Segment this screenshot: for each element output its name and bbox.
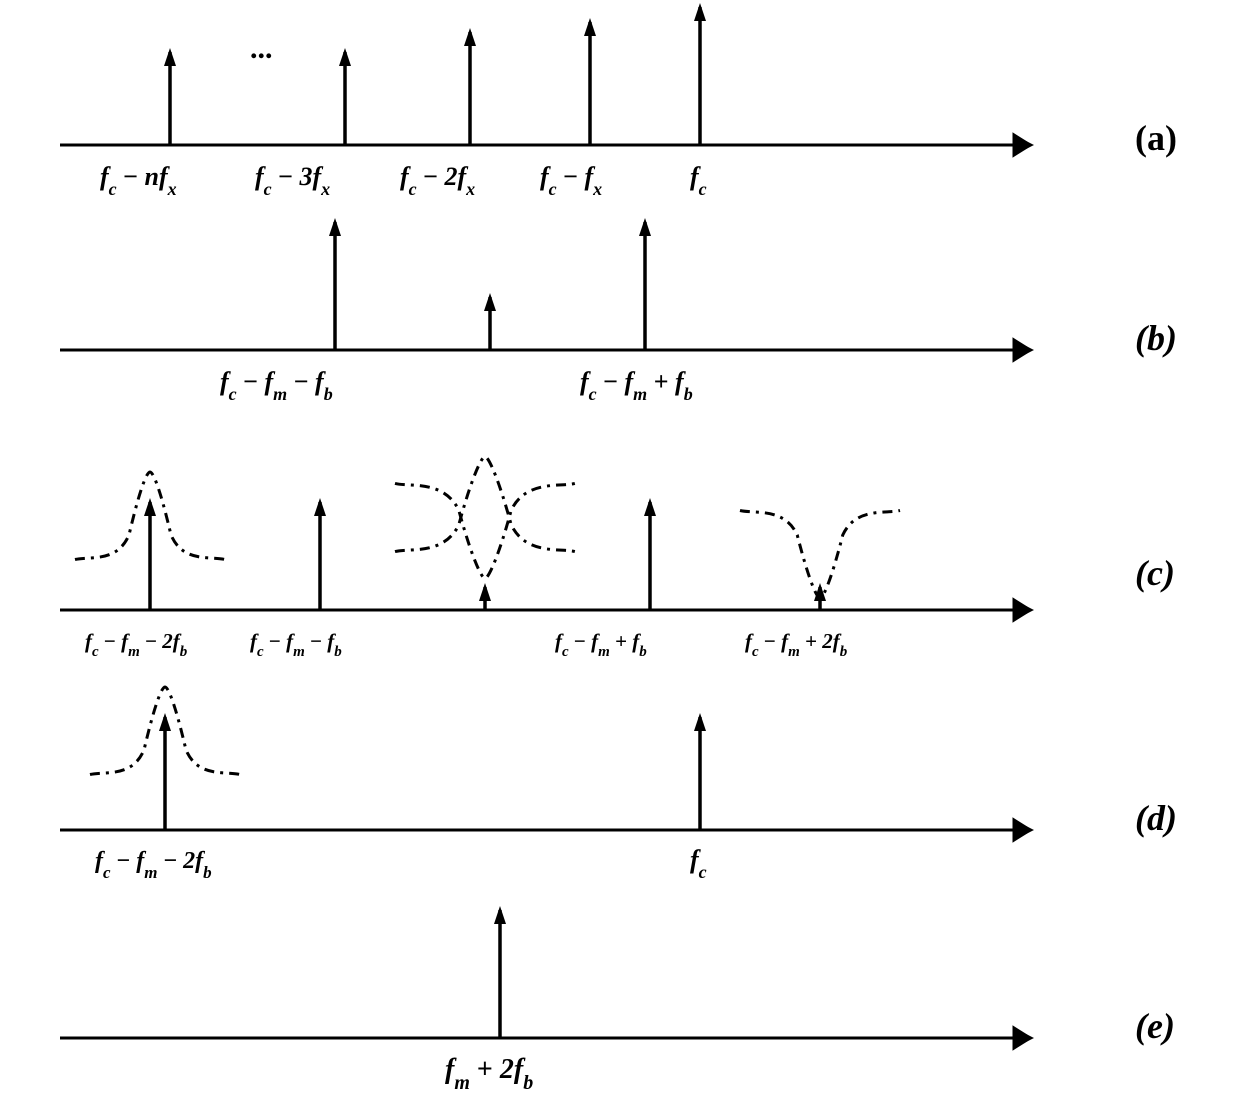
diagram-canvas: fc − nfx fc − 3fx fc − 2fx fc − fx fc... (a) f… xyxy=(0,0,1240,1095)
axis-b-arrowhead xyxy=(1014,340,1034,360)
label-a-3: fc − fx xyxy=(540,162,602,199)
panel-label: (b) xyxy=(1135,318,1177,358)
axis-e-arrowhead xyxy=(1014,1028,1034,1048)
spike-c-3-arrowhead xyxy=(644,498,656,516)
panel-label: (a) xyxy=(1135,118,1177,158)
label-b-0: fc − fm − fb xyxy=(220,367,333,404)
axis-c-arrowhead xyxy=(1014,600,1034,620)
axis-a-arrowhead xyxy=(1014,135,1034,155)
spike-b-0-arrowhead xyxy=(329,218,341,236)
axis-d-arrowhead xyxy=(1014,820,1034,840)
filter-c-1-top xyxy=(395,457,575,552)
panel-label: (c) xyxy=(1135,553,1175,593)
spike-a-1-arrowhead xyxy=(339,48,351,66)
ellipsis-a: ... xyxy=(250,32,273,65)
spike-a-2-arrowhead xyxy=(464,28,476,46)
spike-c-2-arrowhead xyxy=(479,583,491,601)
spike-a-4-arrowhead xyxy=(694,3,706,21)
spike-e-0-arrowhead xyxy=(494,906,506,924)
spike-d-1-arrowhead xyxy=(694,713,706,731)
label-c-2: fc − fm + fb xyxy=(555,629,647,660)
spike-d-0-arrowhead xyxy=(159,713,171,731)
label-c-3: fc − fm + 2fb xyxy=(745,629,848,660)
label-c-0: fc − fm − 2fb xyxy=(85,629,188,660)
label-d-0: fc − fm − 2fb xyxy=(95,848,212,882)
label-a-0: fc − nfx xyxy=(100,162,177,199)
label-c-1: fc − fm − fb xyxy=(250,629,342,660)
spike-b-1-arrowhead xyxy=(484,293,496,311)
spike-b-2-arrowhead xyxy=(639,218,651,236)
label-b-1: fc − fm + fb xyxy=(580,367,693,404)
panel-label: (e) xyxy=(1135,1006,1175,1046)
label-e-0: fm + 2fb xyxy=(445,1054,533,1094)
spike-a-0-arrowhead xyxy=(164,48,176,66)
label-a-2: fc − 2fx xyxy=(400,162,475,199)
label-d-1: fc xyxy=(690,845,707,882)
spike-c-0-arrowhead xyxy=(144,498,156,516)
spike-c-1-arrowhead xyxy=(314,498,326,516)
spike-a-3-arrowhead xyxy=(584,18,596,36)
filter-c-1-bottom xyxy=(395,483,575,578)
label-a-1: fc − 3fx xyxy=(255,162,330,199)
panel-label: (d) xyxy=(1135,798,1177,838)
label-a-4: fc xyxy=(690,162,707,199)
